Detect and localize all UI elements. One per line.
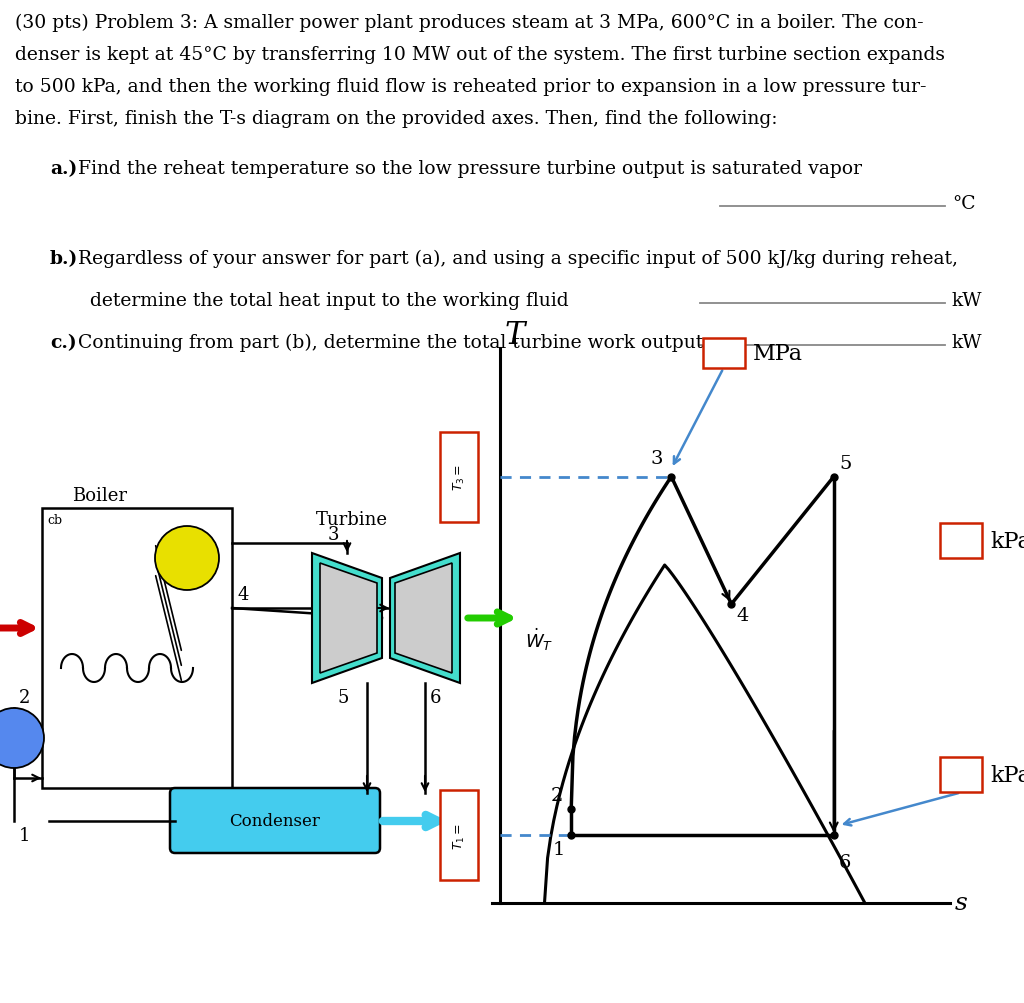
- Text: Turbine: Turbine: [316, 511, 388, 529]
- Text: denser is kept at 45°C by transferring 10 MW out of the system. The first turbin: denser is kept at 45°C by transferring 1…: [15, 46, 945, 64]
- Text: Condenser: Condenser: [229, 812, 321, 829]
- Polygon shape: [319, 564, 377, 673]
- Text: c.): c.): [50, 334, 77, 352]
- Text: Continuing from part (b), determine the total turbine work output: Continuing from part (b), determine the …: [78, 334, 703, 352]
- Bar: [940, 757, 982, 792]
- Text: kPa: kPa: [990, 531, 1024, 553]
- Text: 4: 4: [736, 607, 749, 625]
- Text: 3: 3: [651, 449, 664, 467]
- Text: kW: kW: [952, 292, 982, 310]
- Polygon shape: [312, 554, 382, 683]
- Bar: [702, 339, 744, 369]
- Text: 6: 6: [839, 854, 851, 872]
- Text: a.): a.): [50, 159, 77, 178]
- Text: °C: °C: [952, 195, 976, 213]
- Text: $T_3=$: $T_3=$: [452, 463, 467, 490]
- Bar: [440, 432, 478, 523]
- Text: (30 pts) Problem 3: A smaller power plant produces steam at 3 MPa, 600°C in a bo: (30 pts) Problem 3: A smaller power plan…: [15, 14, 924, 32]
- Text: Regardless of your answer for part (a), and using a specific input of 500 kJ/kg : Regardless of your answer for part (a), …: [78, 250, 958, 268]
- Text: Find the reheat temperature so the low pressure turbine output is saturated vapo: Find the reheat temperature so the low p…: [78, 159, 862, 178]
- Bar: [940, 524, 982, 559]
- Polygon shape: [395, 564, 452, 673]
- Text: MPa: MPa: [753, 343, 803, 365]
- Text: kW: kW: [952, 334, 982, 352]
- Polygon shape: [390, 554, 460, 683]
- Text: kPa: kPa: [990, 764, 1024, 786]
- Text: $\dot{W}_T$: $\dot{W}_T$: [525, 627, 554, 653]
- Text: s: s: [955, 892, 968, 915]
- Text: T: T: [505, 320, 525, 351]
- Text: 1: 1: [553, 841, 565, 859]
- Text: Boiler: Boiler: [72, 486, 127, 505]
- Text: b.): b.): [50, 250, 78, 268]
- Text: to 500 kPa, and then the working fluid flow is reheated prior to expansion in a : to 500 kPa, and then the working fluid f…: [15, 78, 927, 96]
- Text: 4: 4: [237, 586, 249, 604]
- Text: 5: 5: [338, 688, 349, 706]
- FancyBboxPatch shape: [170, 788, 380, 854]
- Text: 3: 3: [328, 526, 339, 544]
- Text: bine. First, finish the T-s diagram on the provided axes. Then, find the followi: bine. First, finish the T-s diagram on t…: [15, 110, 777, 127]
- Circle shape: [155, 527, 219, 591]
- Text: $\dot{Q}_L$: $\dot{Q}_L$: [455, 829, 477, 856]
- Bar: [440, 790, 478, 881]
- Text: 2: 2: [19, 688, 31, 706]
- Circle shape: [0, 708, 44, 768]
- Text: 1: 1: [19, 826, 31, 845]
- Text: cb: cb: [47, 514, 62, 527]
- Text: $T_1=$: $T_1=$: [452, 822, 467, 850]
- Text: 2: 2: [551, 786, 563, 804]
- Text: 5: 5: [840, 454, 852, 472]
- Text: 6: 6: [430, 688, 441, 706]
- Bar: [42, 509, 232, 788]
- Text: determine the total heat input to the working fluid: determine the total heat input to the wo…: [90, 292, 568, 310]
